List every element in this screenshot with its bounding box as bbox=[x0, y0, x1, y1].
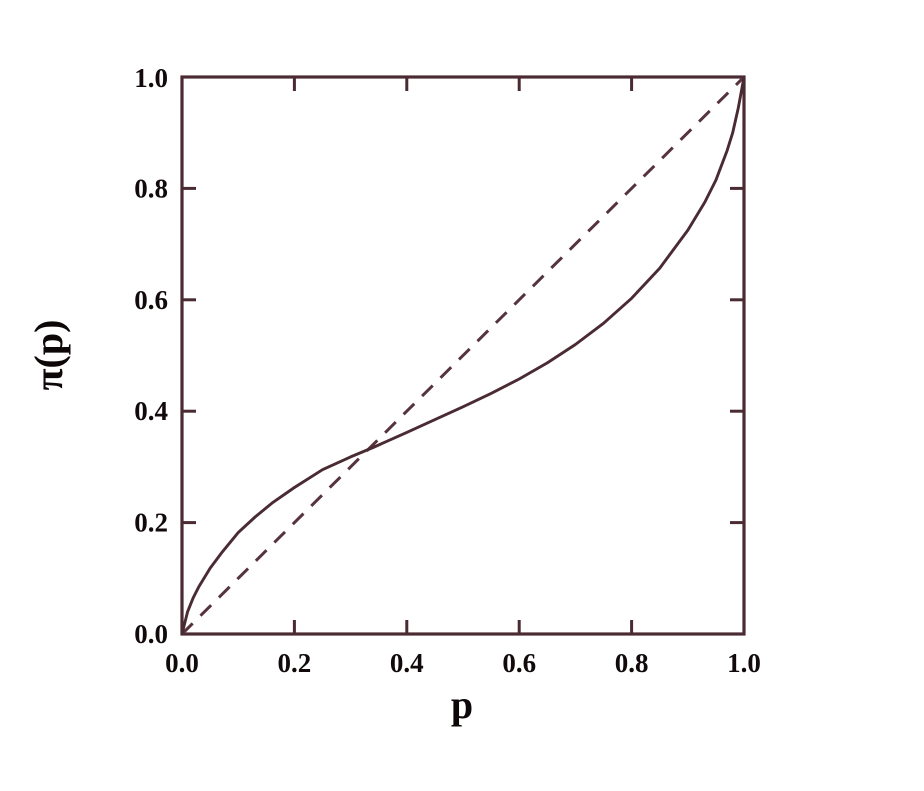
y-tick-label-4: 0.8 bbox=[134, 173, 168, 203]
y-axis-title: π(p) bbox=[26, 320, 71, 391]
x-tick-label-3: 0.6 bbox=[502, 648, 536, 678]
y-tick-label-0: 0.0 bbox=[134, 619, 168, 649]
y-tick-labels: 0.0 0.2 0.4 0.6 0.8 1.0 bbox=[134, 63, 168, 649]
right-axis-ticks bbox=[730, 186, 744, 525]
x-tick-labels: 0.0 0.2 0.4 0.6 0.8 1.0 bbox=[165, 648, 761, 678]
x-tick-label-1: 0.2 bbox=[278, 648, 312, 678]
y-tick-label-3: 0.6 bbox=[134, 285, 168, 315]
x-axis-ticks bbox=[180, 620, 746, 634]
identity-diagonal-line bbox=[180, 75, 746, 636]
x-tick-label-5: 1.0 bbox=[727, 648, 761, 678]
x-tick-label-4: 0.8 bbox=[615, 648, 649, 678]
y-tick-label-2: 0.4 bbox=[134, 396, 168, 426]
top-axis-ticks bbox=[292, 77, 634, 91]
x-tick-label-2: 0.4 bbox=[390, 648, 424, 678]
x-axis-title: p bbox=[451, 682, 473, 727]
y-tick-label-5: 1.0 bbox=[134, 63, 168, 93]
plot-frame bbox=[180, 75, 746, 636]
x-tick-label-0: 0.0 bbox=[165, 648, 199, 678]
y-tick-label-1: 0.2 bbox=[134, 508, 168, 538]
y-axis-ticks bbox=[182, 75, 196, 636]
weighting-function-curve bbox=[180, 75, 746, 636]
